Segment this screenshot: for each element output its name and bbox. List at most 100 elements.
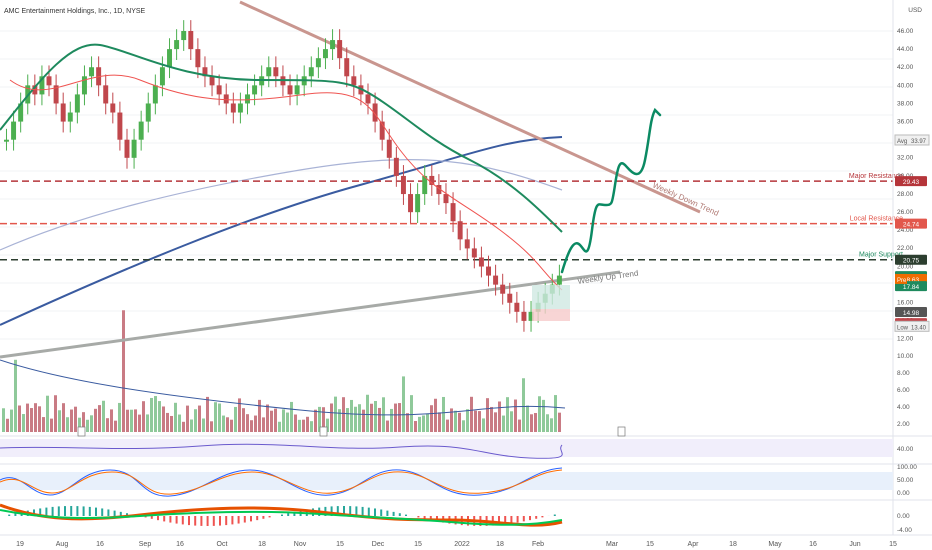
- volume-bar: [86, 419, 89, 432]
- macd-histogram-bar: [126, 513, 128, 516]
- candle-body: [67, 112, 73, 122]
- candle-body: [245, 94, 250, 104]
- volume-bar: [426, 413, 429, 432]
- volume-bar: [294, 414, 297, 432]
- macd-histogram-bar: [101, 508, 104, 516]
- volume-ma-line: [0, 359, 566, 416]
- stoch-tick-label: 0.00: [897, 490, 910, 497]
- candle-body: [478, 257, 484, 267]
- macd-histogram-bar: [250, 516, 252, 522]
- candle-body: [322, 49, 328, 59]
- volume-bar: [350, 399, 353, 432]
- candle-body: [4, 139, 9, 142]
- candle-body: [60, 103, 66, 122]
- x-tick-label: 15: [336, 541, 344, 548]
- volume-bar: [218, 403, 221, 432]
- volume-bar: [542, 399, 545, 432]
- volume-bar: [370, 403, 373, 432]
- macd-histogram-bar: [206, 516, 209, 526]
- volume-bar: [182, 421, 185, 432]
- currency-label: USD: [908, 7, 922, 14]
- volume-bar: [434, 398, 437, 432]
- macd-histogram-bar: [268, 516, 271, 518]
- volume-bar: [410, 395, 413, 432]
- volume-bar: [78, 417, 81, 432]
- candle-body: [315, 58, 321, 68]
- candle-body: [81, 76, 87, 95]
- volume-bar: [258, 399, 261, 432]
- macd-histogram-bar: [541, 516, 544, 518]
- volume-bar: [54, 395, 57, 432]
- price-badge: [895, 218, 927, 229]
- volume-tick-label: 4.00: [897, 404, 910, 411]
- rsi-line: [0, 443, 563, 459]
- volume-bar: [354, 406, 357, 432]
- volume-bar: [102, 400, 105, 432]
- volume-bar: [110, 409, 113, 432]
- volume-bar: [266, 404, 269, 432]
- price-badge: [895, 176, 927, 187]
- macd-histogram-bar: [119, 511, 122, 516]
- x-tick-label: 16: [96, 541, 104, 548]
- volume-bar: [378, 407, 381, 432]
- volume-bar: [430, 405, 433, 432]
- macd-histogram-bar: [367, 507, 370, 516]
- candle-body: [223, 94, 229, 104]
- macd-histogram-bar: [349, 506, 352, 516]
- macd-histogram-bar: [392, 511, 395, 516]
- volume-tick-label: 2.00: [897, 421, 910, 428]
- candle-body: [521, 311, 527, 321]
- macd-histogram-bar: [522, 516, 525, 522]
- y-tick-label: 44.00: [897, 46, 914, 53]
- volume-bar: [10, 409, 13, 432]
- macd-histogram-bar: [150, 516, 153, 519]
- candle-body: [252, 85, 258, 95]
- y-tick-label: 24.00: [897, 227, 914, 234]
- volume-bar: [498, 401, 501, 432]
- macd-histogram-bar: [39, 508, 42, 516]
- macd-histogram-bar: [498, 516, 500, 526]
- volume-bar: [118, 402, 121, 432]
- x-tick-label: 18: [729, 541, 737, 548]
- volume-tick-label: 6.00: [897, 387, 910, 394]
- volume-bar: [458, 412, 461, 432]
- macd-histogram-bar: [163, 516, 166, 522]
- sma-200-line: [0, 136, 563, 326]
- candle-body: [74, 94, 80, 113]
- x-tick-label: Sep: [139, 541, 152, 548]
- volume-bar: [514, 399, 517, 432]
- price-badge-label: 24.74: [903, 222, 920, 229]
- candle-body: [422, 175, 428, 195]
- horizontal-level-label: Major Resistance: [849, 173, 903, 180]
- volume-bar: [462, 420, 465, 432]
- macd-histogram-bar: [386, 510, 389, 516]
- macd-tick-label: 0.00: [897, 513, 910, 520]
- volume-bar: [398, 403, 401, 432]
- volume-bar: [210, 421, 213, 432]
- candle-body: [110, 103, 116, 113]
- candle-body: [471, 248, 477, 258]
- y-tick-label: 20.00: [897, 263, 914, 270]
- candle-body: [528, 311, 534, 321]
- candle-body: [556, 275, 562, 285]
- candle-body: [365, 94, 371, 104]
- volume-bar: [338, 409, 341, 432]
- low-value: 13.40: [911, 325, 927, 331]
- volume-bar: [506, 397, 509, 432]
- volume-bar: [30, 408, 33, 432]
- volume-bar: [314, 409, 317, 432]
- candle-body: [266, 67, 272, 77]
- macd-signal-line: [0, 509, 563, 526]
- volume-bar: [554, 395, 557, 432]
- weekly-up-trend-line: [0, 270, 621, 359]
- macd-histogram-bar: [157, 516, 159, 521]
- stoch-tick-label: 50.00: [897, 477, 914, 484]
- candle-body: [159, 67, 165, 86]
- volume-bar: [274, 408, 277, 432]
- y-tick-label: 22.00: [897, 245, 914, 252]
- candle-body: [230, 103, 236, 113]
- zone-up: [532, 285, 570, 309]
- x-tick-label: 18: [258, 541, 266, 548]
- candle-body: [486, 266, 491, 276]
- volume-bar: [186, 405, 189, 432]
